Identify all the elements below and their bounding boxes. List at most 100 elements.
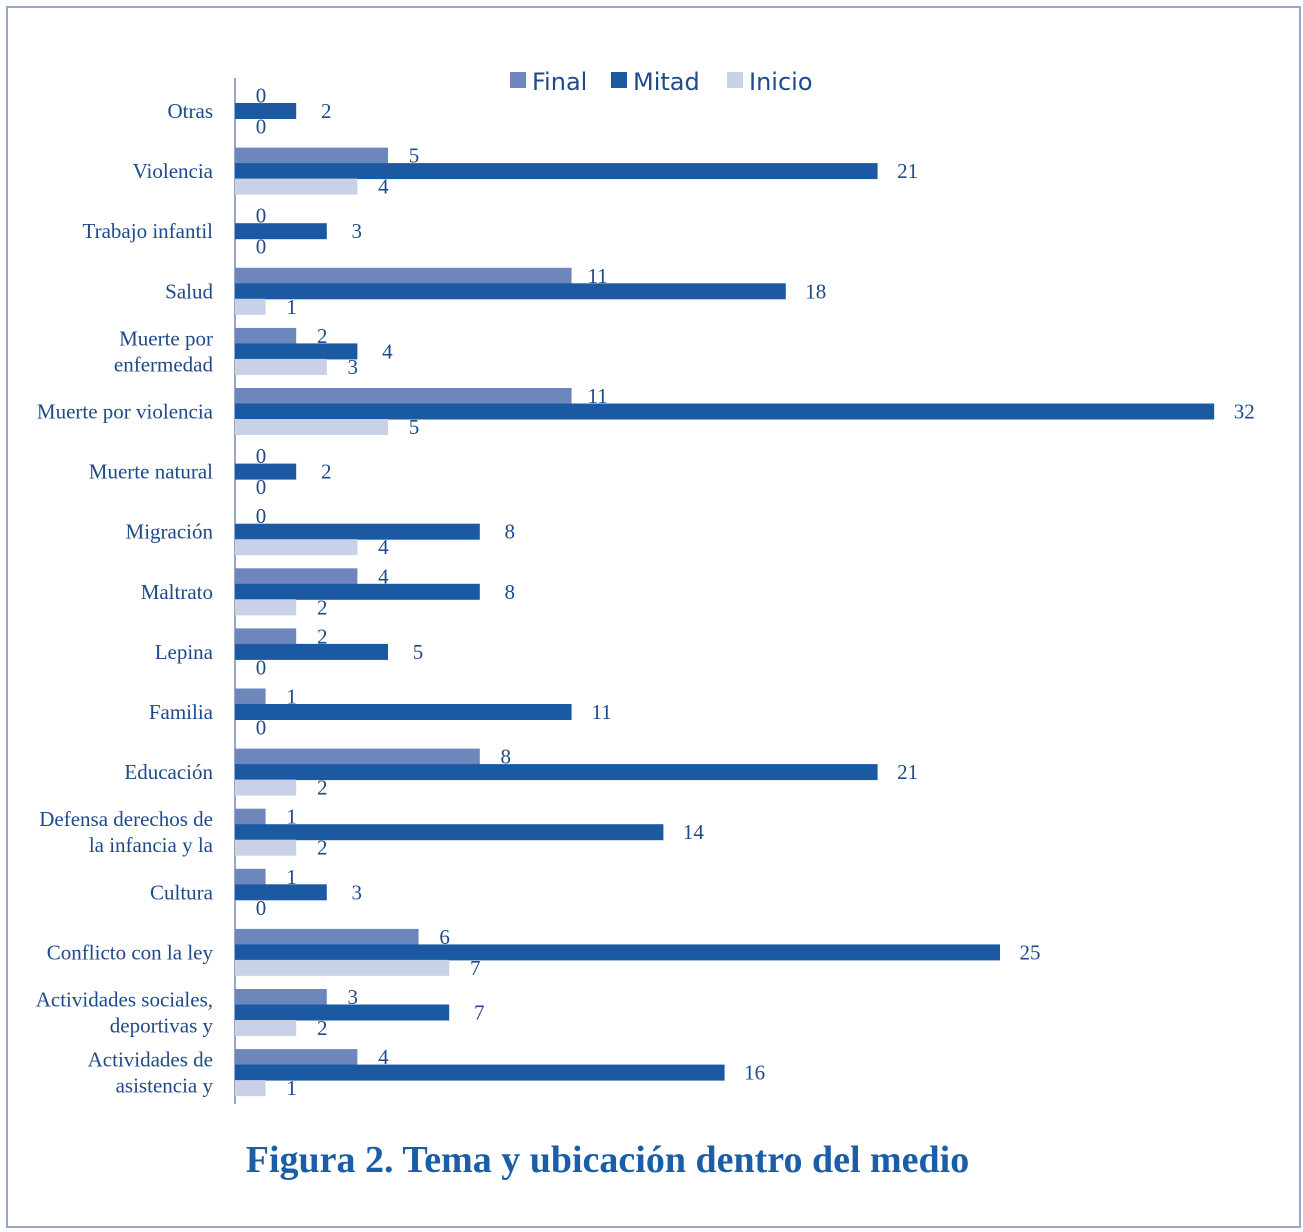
- category-label: Maltrato: [141, 580, 213, 604]
- data-label-mitad: 4: [382, 339, 393, 363]
- legend-label-inicio: Inicio: [749, 68, 813, 96]
- data-label-inicio: 3: [348, 355, 359, 379]
- bar-inicio: [235, 1080, 266, 1097]
- bar-inicio: [235, 779, 297, 796]
- data-label-inicio: 0: [256, 896, 267, 920]
- data-label-final: 1: [286, 805, 297, 829]
- bar-mitad: [235, 283, 786, 300]
- figure-caption: Figura 2. Tema y ubicación dentro del me…: [245, 1139, 970, 1181]
- category-label: Familia: [149, 700, 214, 724]
- category-label: Muerte natural: [89, 460, 213, 484]
- data-label-final: 0: [256, 204, 267, 228]
- bar-final: [235, 388, 572, 404]
- data-label-final: 4: [378, 564, 389, 588]
- bar-mitad: [235, 824, 664, 841]
- figure-frame: [6, 6, 1301, 1228]
- data-label-final: 11: [587, 264, 607, 288]
- data-label-final: 4: [378, 1045, 389, 1069]
- legend-swatch-mitad: [611, 72, 627, 88]
- bar-inicio: [235, 539, 358, 556]
- data-label-mitad: 32: [1234, 400, 1255, 424]
- data-label-final: 6: [439, 925, 450, 949]
- bar-final: [235, 327, 297, 344]
- bar-mitad: [235, 884, 327, 901]
- legend-swatch-final: [510, 72, 526, 88]
- bar-mitad: [235, 223, 327, 240]
- category-label: Defensa derechos de la infancia y la: [39, 807, 213, 857]
- bar-mitad: [235, 944, 1000, 961]
- data-label-inicio: 2: [317, 836, 328, 860]
- data-label-inicio: 7: [470, 956, 481, 980]
- bar-final: [235, 628, 297, 645]
- data-label-inicio: 2: [317, 1016, 328, 1040]
- category-label: Otras: [168, 99, 214, 123]
- data-label-inicio: 0: [256, 235, 267, 259]
- bar-mitad: [235, 103, 297, 119]
- data-label-mitad: 14: [683, 820, 705, 844]
- bar-mitad: [235, 523, 480, 540]
- data-label-mitad: 21: [897, 760, 918, 784]
- category-label: Migración: [126, 520, 214, 544]
- bar-inicio: [235, 178, 358, 195]
- data-label-mitad: 3: [352, 219, 363, 243]
- data-label-final: 2: [317, 324, 328, 348]
- bar-mitad: [235, 1004, 450, 1021]
- data-label-mitad: 8: [505, 520, 516, 544]
- bar-final: [235, 147, 388, 164]
- bar-final: [235, 267, 572, 284]
- bar-final: [235, 808, 266, 825]
- data-label-final: 8: [501, 745, 512, 769]
- bar-inicio: [235, 599, 297, 616]
- data-label-final: 3: [348, 985, 359, 1009]
- data-label-inicio: 2: [317, 595, 328, 619]
- bar-final: [235, 868, 266, 885]
- data-label-inicio: 0: [256, 115, 267, 139]
- bar-final: [235, 748, 480, 765]
- bar-mitad: [235, 463, 297, 480]
- data-label-inicio: 0: [256, 655, 267, 679]
- bar-mitad: [235, 403, 1215, 420]
- bar-final: [235, 1049, 358, 1066]
- data-label-mitad: 7: [474, 1001, 485, 1025]
- category-label: Cultura: [150, 880, 214, 904]
- data-label-mitad: 2: [321, 99, 332, 123]
- data-label-mitad: 21: [897, 159, 918, 183]
- category-label: Salud: [165, 279, 213, 303]
- category-label: Conflicto con la ley: [47, 940, 214, 964]
- data-label-inicio: 4: [378, 535, 389, 559]
- bar-inicio: [235, 358, 327, 375]
- legend-label-final: Final: [532, 68, 587, 96]
- bar-mitad: [235, 704, 572, 720]
- data-label-inicio: 2: [317, 776, 328, 800]
- category-label: Educación: [124, 760, 213, 784]
- data-label-final: 1: [286, 865, 297, 889]
- data-label-inicio: 1: [286, 1076, 297, 1100]
- data-label-final: 11: [587, 384, 607, 408]
- bar-inicio: [235, 419, 388, 435]
- data-label-mitad: 18: [805, 279, 826, 303]
- data-label-mitad: 8: [505, 580, 516, 604]
- data-label-inicio: 1: [286, 295, 297, 319]
- category-label: Actividades de asistencia y: [88, 1048, 214, 1098]
- data-label-mitad: 2: [321, 460, 332, 484]
- category-label: Violencia: [133, 159, 214, 183]
- data-label-mitad: 5: [413, 640, 424, 664]
- data-label-mitad: 3: [352, 880, 363, 904]
- data-label-final: 0: [256, 504, 267, 528]
- bar-inicio: [235, 959, 450, 976]
- data-label-inicio: 0: [256, 716, 267, 740]
- legend-swatch-inicio: [727, 72, 743, 88]
- data-label-mitad: 11: [591, 700, 611, 724]
- legend-label-mitad: Mitad: [633, 68, 700, 96]
- bar-mitad: [235, 643, 388, 660]
- bar-mitad: [235, 343, 358, 360]
- data-label-final: 1: [286, 685, 297, 709]
- category-label: Actividades sociales, deportivas y: [36, 988, 214, 1038]
- bar-final: [235, 568, 358, 585]
- data-label-inicio: 0: [256, 475, 267, 499]
- bar-mitad: [235, 583, 480, 600]
- data-label-final: 0: [256, 444, 267, 468]
- bar-final: [235, 989, 327, 1005]
- category-label: Muerte por violencia: [37, 400, 214, 424]
